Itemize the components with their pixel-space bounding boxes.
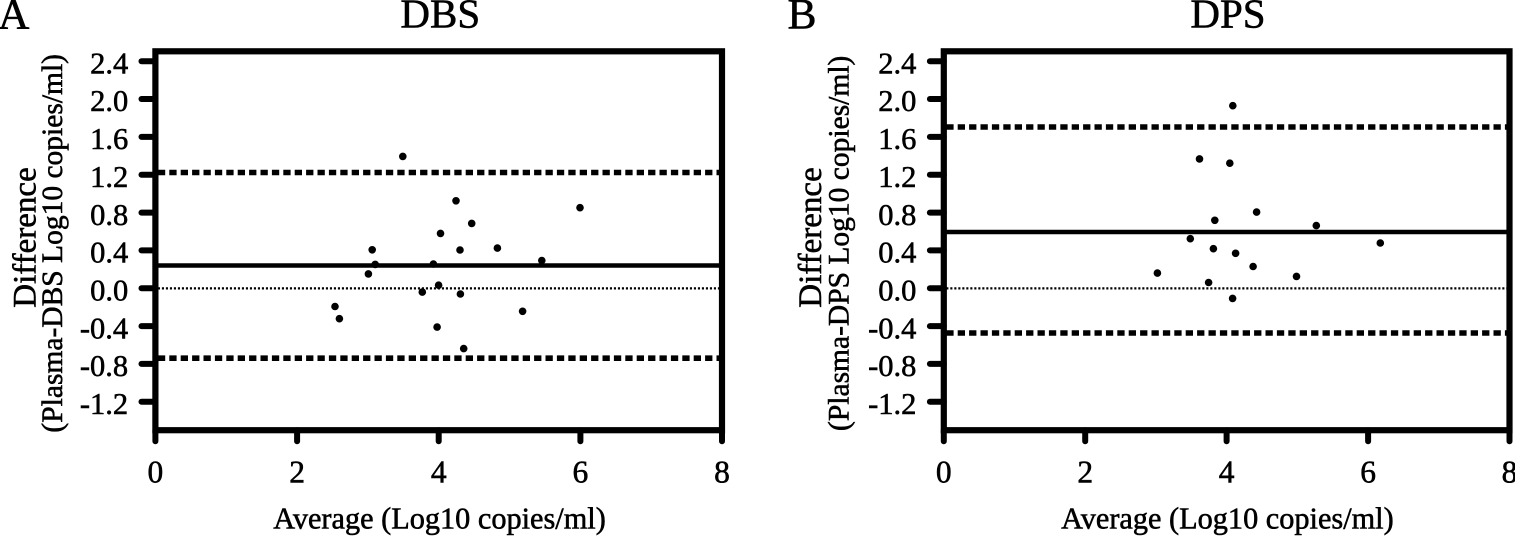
svg-text:B: B: [788, 0, 817, 39]
svg-text:2: 2: [1077, 455, 1093, 490]
svg-text:0.8: 0.8: [90, 198, 128, 232]
svg-text:2: 2: [289, 455, 305, 490]
svg-text:DPS: DPS: [1190, 0, 1265, 37]
svg-text:0.0: 0.0: [878, 273, 916, 307]
svg-text:0: 0: [936, 455, 952, 490]
svg-text:-0.8: -0.8: [80, 349, 128, 383]
svg-text:Difference: Difference: [793, 167, 829, 307]
svg-text:A: A: [0, 0, 30, 39]
svg-text:8: 8: [714, 455, 730, 490]
svg-text:(Plasma-DPS Log10 copies/ml): (Plasma-DPS Log10 copies/ml): [824, 56, 856, 431]
svg-text:2.4: 2.4: [878, 46, 916, 80]
svg-text:1.6: 1.6: [90, 122, 128, 156]
svg-text:-1.2: -1.2: [868, 387, 916, 421]
svg-text:0.0: 0.0: [90, 273, 128, 307]
svg-text:0.4: 0.4: [878, 236, 916, 270]
svg-text:6: 6: [1360, 455, 1376, 490]
svg-text:0.8: 0.8: [878, 198, 916, 232]
svg-text:DBS: DBS: [400, 0, 480, 37]
svg-text:(Plasma-DBS Log10 copies/ml): (Plasma-DBS Log10 copies/ml): [37, 54, 69, 433]
svg-text:8: 8: [1502, 455, 1515, 490]
svg-text:0.4: 0.4: [90, 236, 128, 270]
svg-text:2.0: 2.0: [878, 84, 916, 118]
svg-text:-1.2: -1.2: [80, 387, 128, 421]
svg-text:4: 4: [431, 455, 447, 490]
svg-text:2.4: 2.4: [90, 46, 128, 80]
svg-text:1.2: 1.2: [90, 160, 128, 194]
svg-text:Difference: Difference: [8, 167, 44, 307]
svg-text:-0.8: -0.8: [868, 349, 916, 383]
svg-text:-0.4: -0.4: [868, 311, 916, 345]
svg-text:0: 0: [148, 455, 164, 490]
svg-text:-0.4: -0.4: [80, 311, 128, 345]
svg-text:1.2: 1.2: [878, 160, 916, 194]
svg-text:6: 6: [573, 455, 589, 490]
svg-text:1.6: 1.6: [878, 122, 916, 156]
svg-text:Average (Log10 copies/ml): Average (Log10 copies/ml): [1061, 502, 1394, 536]
svg-text:4: 4: [1219, 455, 1235, 490]
svg-text:2.0: 2.0: [90, 84, 128, 118]
svg-text:Average (Log10 copies/ml): Average (Log10 copies/ml): [273, 502, 606, 536]
